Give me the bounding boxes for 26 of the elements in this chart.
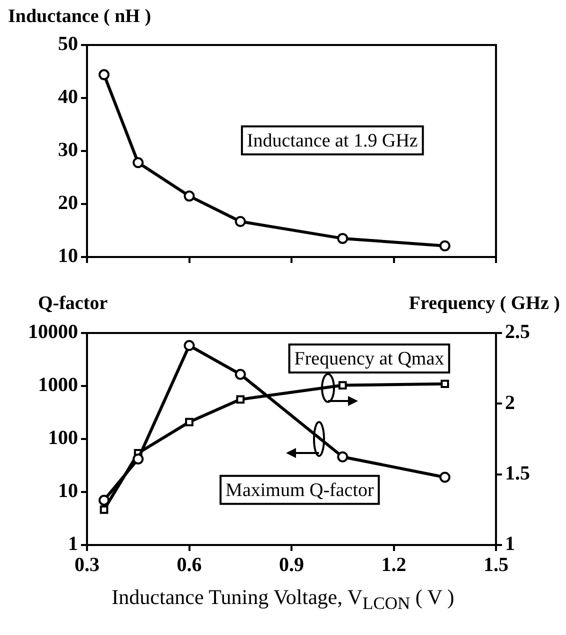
y2-axis-title: Frequency ( GHz ) (408, 293, 560, 315)
y-tick-label: 1 (68, 533, 78, 556)
annotation: Maximum Q-factor (226, 480, 374, 501)
y2-tick-label: 2 (505, 392, 515, 414)
x-tick-label: 0.3 (74, 554, 100, 576)
y-tick-label: 30 (58, 139, 78, 162)
x-tick-label: 1.5 (484, 554, 508, 576)
y-tick-label: 100 (48, 427, 78, 450)
x-axis-title: Inductance Tuning Voltage, V$_{LCON}$ ( V ) (110, 585, 456, 614)
x-tick-label: 0.9 (279, 554, 304, 576)
y-tick-label: 10 (58, 480, 78, 502)
y-tick-label: 20 (58, 192, 78, 214)
y-tick-label: 40 (58, 86, 78, 108)
y-axis-title: Q-factor (38, 293, 108, 315)
y-tick-label: 1000 (38, 374, 78, 396)
annotation: Frequency at Qmax (294, 348, 445, 370)
y2-tick-label: 2.5 (505, 321, 530, 344)
x-tick-label: 1.2 (381, 554, 406, 576)
y-tick-label: 50 (58, 33, 78, 56)
x-tick-label: 0.6 (176, 554, 202, 576)
y-tick-label: 10000 (28, 321, 78, 344)
y-axis-title: Inductance ( nH ) (8, 6, 152, 28)
y-tick-label: 10 (58, 245, 78, 268)
annotation: Inductance at 1.9 GHz (246, 130, 418, 152)
y2-tick-label: 1.5 (505, 462, 530, 485)
y2-tick-label: 1 (505, 533, 515, 556)
